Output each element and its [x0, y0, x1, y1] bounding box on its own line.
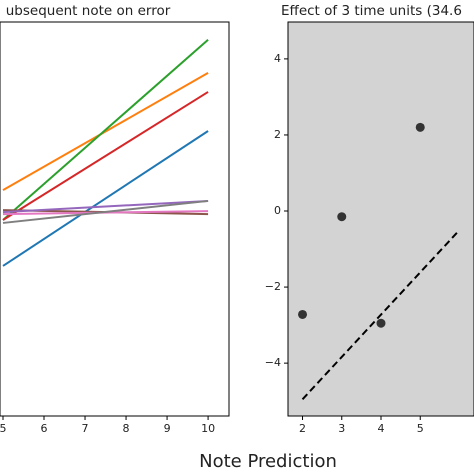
x-tick-label: 3 [338, 422, 345, 435]
figure-xlabel: Note Prediction [199, 451, 337, 472]
y-tick-label: 0 [274, 204, 281, 217]
x-tick-label: 8 [123, 422, 130, 435]
line [2, 199, 209, 224]
plot-area [287, 21, 474, 417]
x-tick-label: 4 [378, 422, 385, 435]
y-tick-label: −4 [265, 356, 281, 369]
line [2, 199, 209, 214]
y-tick-label: 2 [274, 128, 281, 141]
point [415, 122, 425, 132]
y-tick-label: 4 [274, 52, 281, 65]
x-tick-label: 2 [299, 422, 306, 435]
plot-marks [2, 38, 209, 267]
point [376, 318, 386, 328]
x-tick-label: 7 [82, 422, 89, 435]
point [337, 212, 347, 222]
point [298, 309, 308, 319]
chart-title: Effect of 3 time units (34.6 [281, 3, 462, 19]
dashed-line [301, 229, 461, 400]
chart-title: ubsequent note on error [6, 3, 171, 19]
x-tick-label: 9 [164, 422, 171, 435]
x-tick-label: 5 [417, 422, 424, 435]
line [2, 91, 209, 221]
plot-marks [298, 122, 461, 400]
x-tick-label: 6 [41, 422, 48, 435]
line [2, 72, 209, 191]
y-tick-label: −2 [265, 280, 281, 293]
line [2, 38, 209, 221]
line [2, 130, 209, 267]
x-tick-label: 10 [201, 422, 215, 435]
x-tick-label: 5 [0, 422, 6, 435]
